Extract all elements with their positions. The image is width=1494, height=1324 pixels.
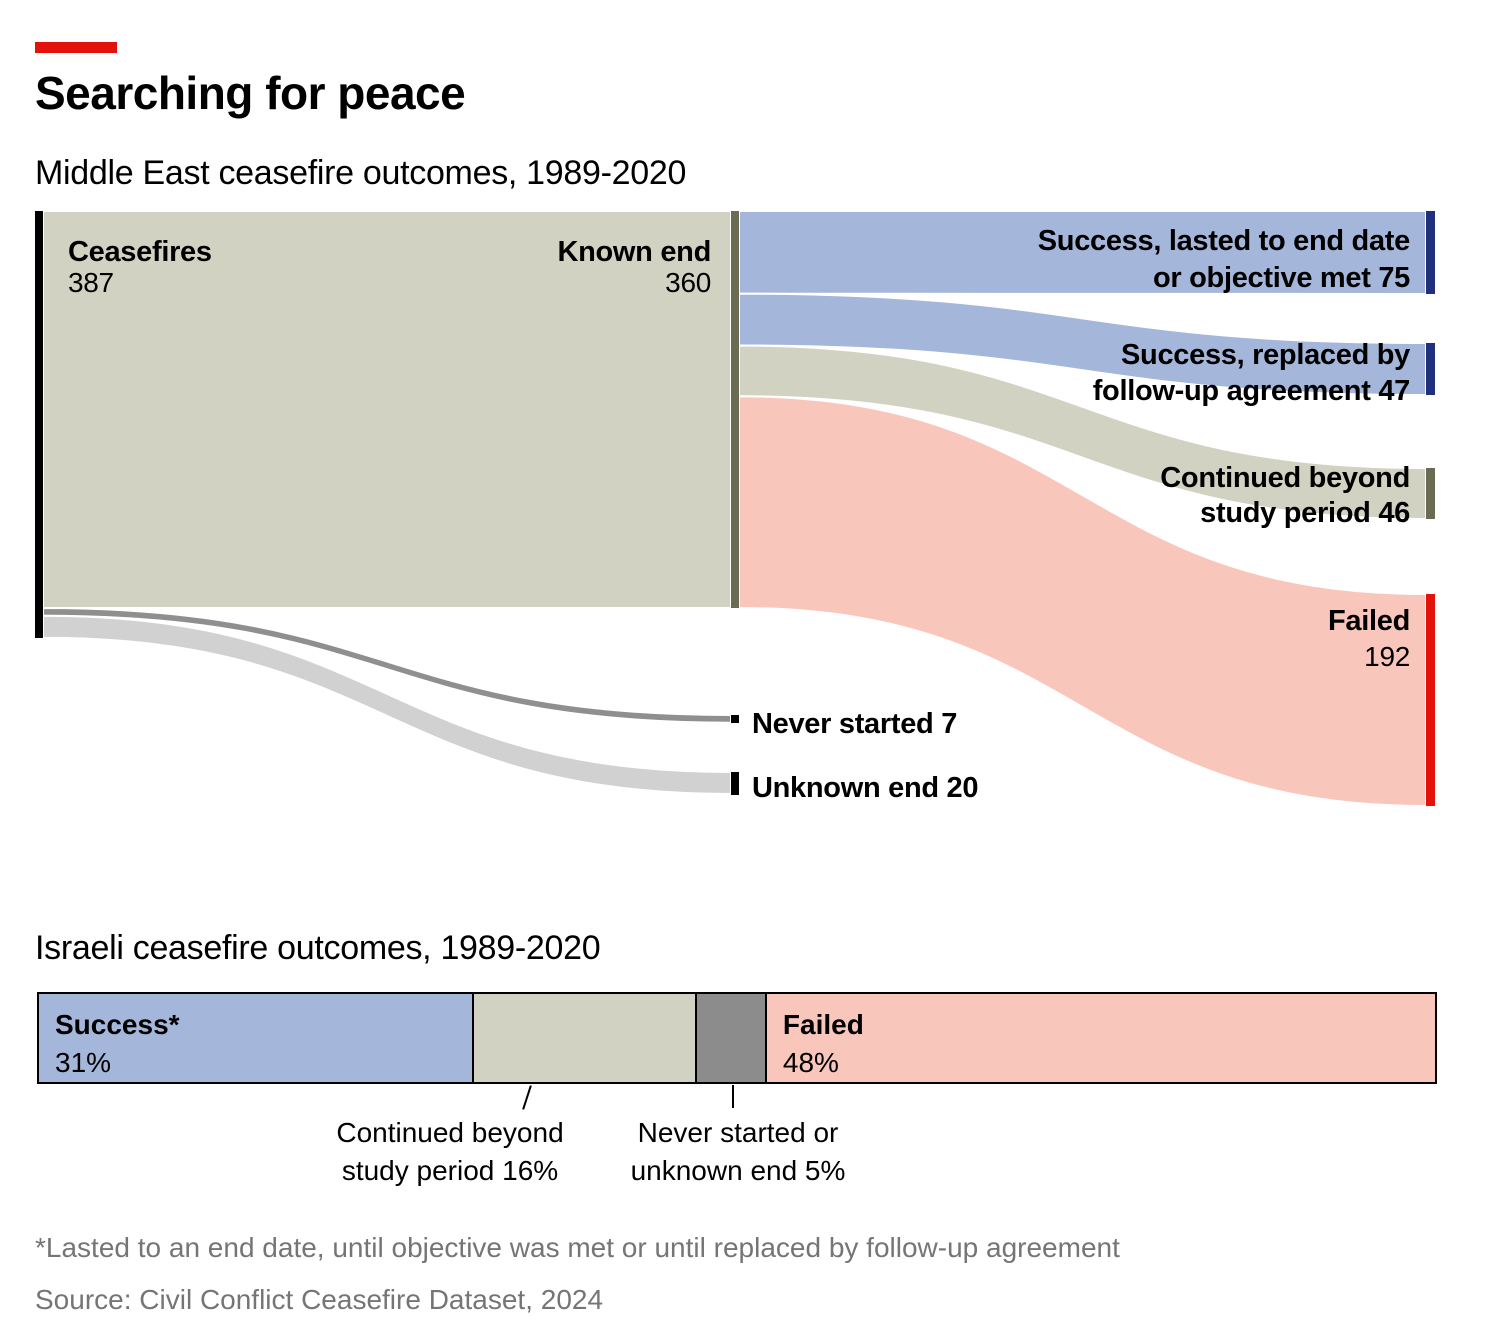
sankey-node-continued [1426, 468, 1435, 519]
sankey-label-never-started-label: Never started 7 [752, 708, 957, 740]
israeli-stacked-bar: Success* 31% Failed 48% [37, 992, 1437, 1084]
footnote-asterisk: *Lasted to an end date, until objective … [35, 1232, 1120, 1263]
accent-bar [35, 42, 117, 53]
bar-segment-success: Success* 31% [39, 994, 472, 1082]
sankey-node-ceasefires [35, 211, 43, 638]
bar-segment-value-failed: 48% [782, 1047, 839, 1078]
bar-segment-label-failed: Failed 48% [783, 1006, 864, 1082]
sankey-label-continued-line2: study period 46 [1200, 497, 1410, 529]
sankey-label-ceasefires-name: Ceasefires [68, 236, 212, 268]
sankey-flow-unknown-end [42, 614, 732, 796]
annotation-never-started: Never started or unknown end 5% [588, 1114, 888, 1190]
annotation-continued-line2: study period 16% [341, 1155, 559, 1186]
sankey-node-failed [1426, 594, 1435, 806]
bar-segment-never-unknown [695, 994, 765, 1082]
annotation-continued: Continued beyond study period 16% [300, 1114, 600, 1190]
leader-line-continued [522, 1085, 532, 1110]
sankey-node-success-lasted [1426, 211, 1435, 294]
sankey-node-unknown-end [731, 772, 739, 795]
sankey-node-success-replaced [1426, 343, 1435, 395]
page-subtitle: Middle East ceasefire outcomes, 1989-202… [35, 154, 687, 192]
sankey-label-failed-name: Failed [1328, 605, 1410, 637]
sankey-node-never-started [731, 715, 739, 723]
annotation-never-started-line1: Never started or [637, 1117, 839, 1148]
sankey-label-success-replaced-line2: follow-up agreement 47 [1093, 375, 1410, 407]
sankey-label-known-end-name: Known end [557, 236, 711, 268]
sankey-label-unknown-end-label: Unknown end 20 [752, 772, 978, 804]
sankey-label-ceasefires-value: 387 [68, 267, 114, 298]
page-title: Searching for peace [35, 67, 466, 119]
leader-line-never-started [732, 1085, 734, 1108]
sankey-flow-known-end [42, 210, 732, 609]
bar-segment-name-failed: Failed [782, 1009, 864, 1040]
footnote-source: Source: Civil Conflict Ceasefire Dataset… [35, 1284, 604, 1315]
sankey-label-success-replaced-line1: Success, replaced by [1121, 339, 1410, 371]
sankey-label-continued-line1: Continued beyond [1160, 462, 1410, 494]
bar-segment-name-success: Success* [55, 1009, 180, 1040]
bar-segment-value-success: 31% [55, 1047, 112, 1078]
sankey-node-known-end [731, 211, 739, 608]
sankey-label-success-lasted-line1: Success, lasted to end date [1038, 225, 1410, 257]
sankey-label-failed-value: 192 [1364, 641, 1410, 672]
sankey-label-success-lasted-line2: or objective met 75 [1153, 262, 1410, 294]
israeli-section-title: Israeli ceasefire outcomes, 1989-2020 [35, 929, 601, 967]
sankey-label-known-end-value: 360 [665, 267, 711, 298]
annotation-never-started-line2: unknown end 5% [630, 1155, 846, 1186]
bar-segment-continued [471, 994, 696, 1082]
annotation-continued-line1: Continued beyond [336, 1117, 564, 1148]
bar-segment-label-success: Success* 31% [55, 1006, 180, 1082]
bar-segment-failed: Failed 48% [764, 994, 1435, 1082]
